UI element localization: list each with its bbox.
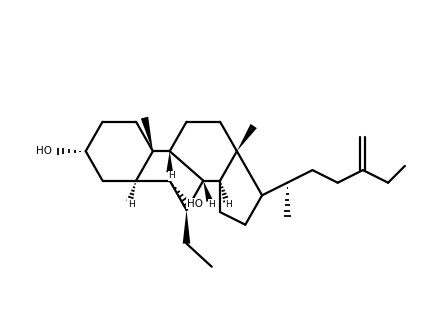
Polygon shape: [203, 181, 213, 202]
Text: HO: HO: [36, 146, 52, 156]
Polygon shape: [167, 151, 173, 172]
Text: H: H: [225, 200, 232, 209]
Polygon shape: [183, 210, 190, 244]
Polygon shape: [141, 117, 153, 151]
Text: H: H: [128, 200, 134, 209]
Text: HO: HO: [187, 199, 202, 209]
Text: H: H: [208, 200, 215, 209]
Text: H: H: [168, 171, 175, 180]
Polygon shape: [237, 124, 257, 151]
